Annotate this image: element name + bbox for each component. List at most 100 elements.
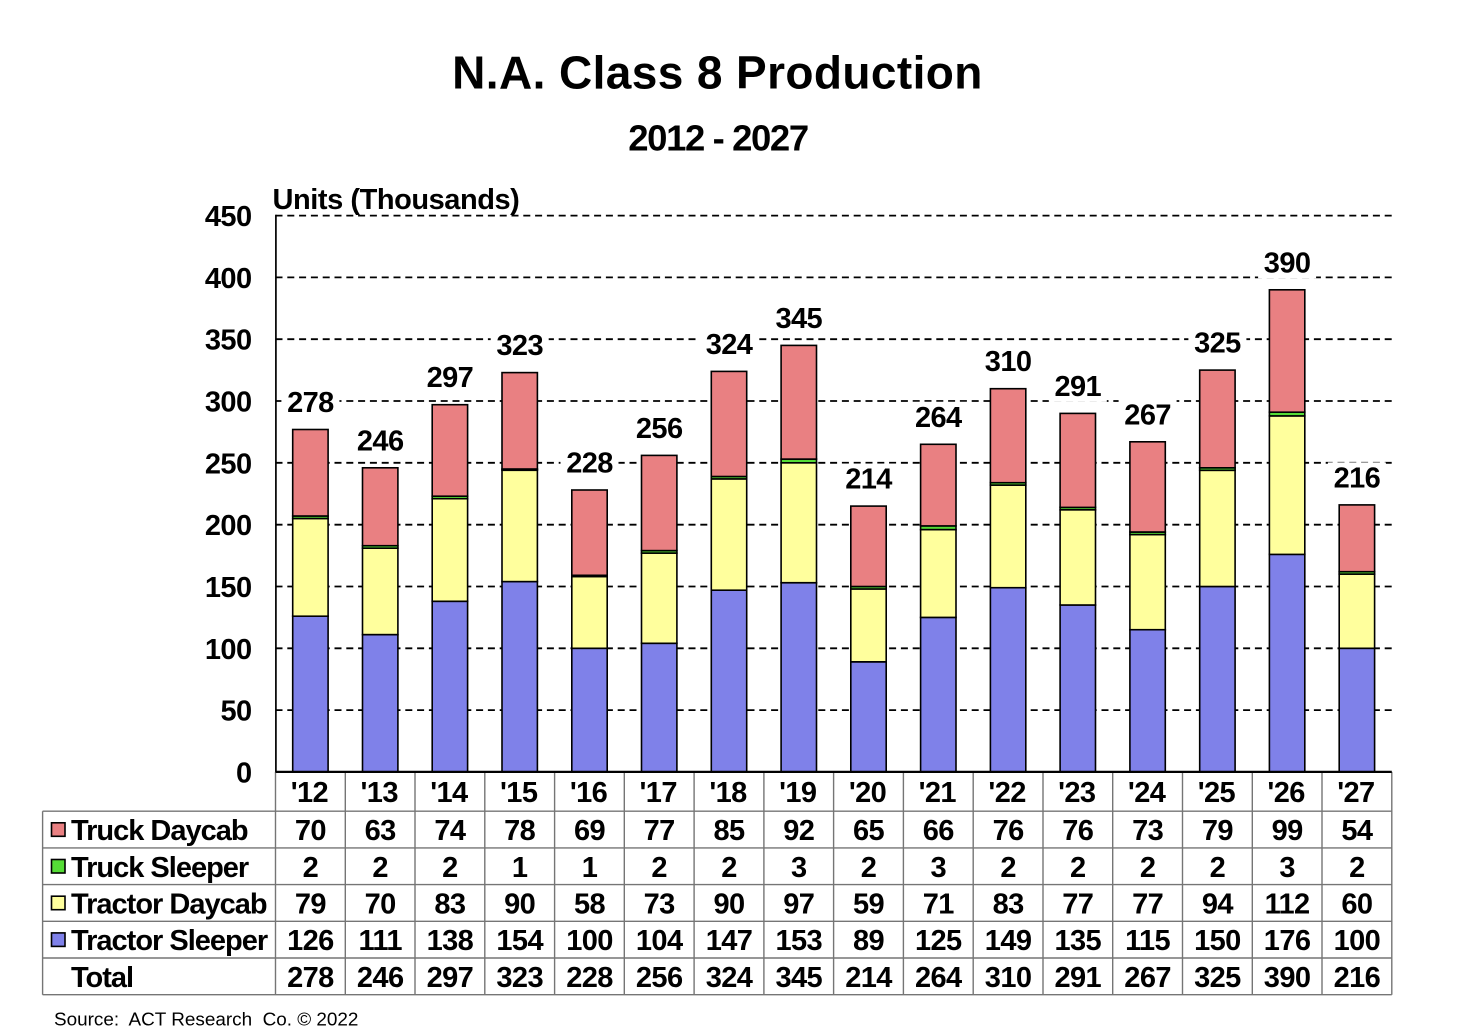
svg-text:'22: '22 bbox=[988, 777, 1025, 809]
svg-text:154: 154 bbox=[496, 925, 543, 957]
svg-text:310: 310 bbox=[985, 346, 1032, 378]
svg-text:73: 73 bbox=[644, 889, 676, 921]
svg-text:246: 246 bbox=[357, 962, 404, 994]
svg-text:60: 60 bbox=[1341, 889, 1372, 921]
svg-text:74: 74 bbox=[434, 815, 466, 847]
svg-text:291: 291 bbox=[1055, 371, 1102, 403]
svg-text:256: 256 bbox=[636, 962, 683, 994]
svg-text:100: 100 bbox=[205, 634, 252, 666]
svg-text:264: 264 bbox=[915, 402, 962, 434]
svg-text:2: 2 bbox=[303, 852, 319, 884]
svg-text:85: 85 bbox=[713, 815, 745, 847]
svg-text:2: 2 bbox=[1210, 852, 1226, 884]
svg-text:50: 50 bbox=[220, 696, 251, 728]
svg-text:1: 1 bbox=[582, 852, 598, 884]
svg-text:3: 3 bbox=[1279, 852, 1295, 884]
svg-text:90: 90 bbox=[713, 889, 744, 921]
svg-text:323: 323 bbox=[496, 962, 543, 994]
svg-text:66: 66 bbox=[923, 815, 955, 847]
svg-text:2: 2 bbox=[1349, 852, 1365, 884]
svg-text:'25: '25 bbox=[1198, 777, 1236, 809]
svg-text:3: 3 bbox=[791, 852, 807, 884]
svg-text:111: 111 bbox=[359, 925, 403, 957]
svg-text:'21: '21 bbox=[919, 777, 957, 809]
svg-text:216: 216 bbox=[1334, 962, 1381, 994]
svg-text:278: 278 bbox=[287, 962, 334, 994]
svg-text:79: 79 bbox=[1202, 815, 1234, 847]
svg-text:325: 325 bbox=[1194, 328, 1241, 360]
svg-text:'17: '17 bbox=[640, 777, 677, 809]
svg-text:176: 176 bbox=[1264, 925, 1311, 957]
svg-text:Tractor Daycab: Tractor Daycab bbox=[71, 889, 267, 921]
svg-text:390: 390 bbox=[1264, 247, 1311, 279]
svg-text:'23: '23 bbox=[1058, 777, 1096, 809]
svg-text:69: 69 bbox=[574, 815, 606, 847]
svg-text:94: 94 bbox=[1202, 889, 1234, 921]
svg-text:325: 325 bbox=[1194, 962, 1241, 994]
svg-text:138: 138 bbox=[427, 925, 474, 957]
svg-text:214: 214 bbox=[845, 962, 892, 994]
svg-text:Truck Daycab: Truck Daycab bbox=[71, 815, 248, 847]
svg-text:2: 2 bbox=[1140, 852, 1156, 884]
svg-text:228: 228 bbox=[566, 962, 613, 994]
svg-text:200: 200 bbox=[205, 510, 252, 542]
svg-text:100: 100 bbox=[566, 925, 613, 957]
svg-text:278: 278 bbox=[287, 387, 334, 419]
svg-text:246: 246 bbox=[357, 425, 404, 457]
svg-text:'16: '16 bbox=[570, 777, 608, 809]
svg-text:Source: ACT Research Co. © 2: Source: ACT Research Co. © 2022 bbox=[54, 1010, 358, 1031]
svg-text:2: 2 bbox=[372, 852, 388, 884]
svg-text:73: 73 bbox=[1132, 815, 1164, 847]
svg-text:214: 214 bbox=[845, 464, 892, 496]
svg-text:390: 390 bbox=[1264, 962, 1311, 994]
svg-text:Truck Sleeper: Truck Sleeper bbox=[71, 852, 249, 884]
svg-text:'24: '24 bbox=[1128, 777, 1166, 809]
svg-text:345: 345 bbox=[776, 303, 823, 335]
svg-text:77: 77 bbox=[1062, 889, 1093, 921]
svg-text:104: 104 bbox=[636, 925, 683, 957]
svg-text:76: 76 bbox=[1062, 815, 1094, 847]
svg-text:310: 310 bbox=[985, 962, 1032, 994]
svg-text:264: 264 bbox=[915, 962, 962, 994]
svg-text:63: 63 bbox=[365, 815, 397, 847]
svg-text:300: 300 bbox=[205, 387, 252, 419]
svg-text:90: 90 bbox=[504, 889, 535, 921]
svg-text:2: 2 bbox=[861, 852, 877, 884]
svg-text:77: 77 bbox=[1132, 889, 1163, 921]
svg-text:2: 2 bbox=[1000, 852, 1016, 884]
svg-text:'15: '15 bbox=[500, 777, 538, 809]
svg-text:450: 450 bbox=[205, 201, 252, 233]
svg-text:149: 149 bbox=[985, 925, 1032, 957]
svg-text:'19: '19 bbox=[779, 777, 817, 809]
svg-text:267: 267 bbox=[1124, 962, 1171, 994]
svg-text:2: 2 bbox=[721, 852, 737, 884]
svg-text:125: 125 bbox=[915, 925, 962, 957]
svg-text:112: 112 bbox=[1265, 889, 1310, 921]
svg-text:400: 400 bbox=[205, 263, 252, 295]
svg-text:150: 150 bbox=[1194, 925, 1241, 957]
svg-text:'14: '14 bbox=[430, 777, 468, 809]
svg-text:150: 150 bbox=[205, 572, 252, 604]
svg-text:92: 92 bbox=[783, 815, 814, 847]
svg-text:'27: '27 bbox=[1337, 777, 1374, 809]
svg-text:'13: '13 bbox=[361, 777, 399, 809]
svg-text:323: 323 bbox=[496, 330, 543, 362]
svg-text:79: 79 bbox=[295, 889, 327, 921]
svg-text:250: 250 bbox=[205, 448, 252, 480]
svg-text:297: 297 bbox=[427, 362, 474, 394]
svg-text:'18: '18 bbox=[709, 777, 747, 809]
svg-text:147: 147 bbox=[706, 925, 753, 957]
svg-text:324: 324 bbox=[706, 962, 753, 994]
svg-text:228: 228 bbox=[566, 448, 613, 480]
svg-text:99: 99 bbox=[1272, 815, 1304, 847]
svg-text:83: 83 bbox=[434, 889, 466, 921]
svg-text:345: 345 bbox=[776, 962, 823, 994]
svg-text:70: 70 bbox=[365, 889, 396, 921]
svg-text:89: 89 bbox=[853, 925, 885, 957]
svg-text:78: 78 bbox=[504, 815, 536, 847]
svg-text:65: 65 bbox=[853, 815, 885, 847]
svg-text:256: 256 bbox=[636, 413, 683, 445]
svg-text:324: 324 bbox=[706, 329, 753, 361]
svg-text:1: 1 bbox=[512, 852, 528, 884]
svg-text:Total: Total bbox=[71, 962, 133, 994]
